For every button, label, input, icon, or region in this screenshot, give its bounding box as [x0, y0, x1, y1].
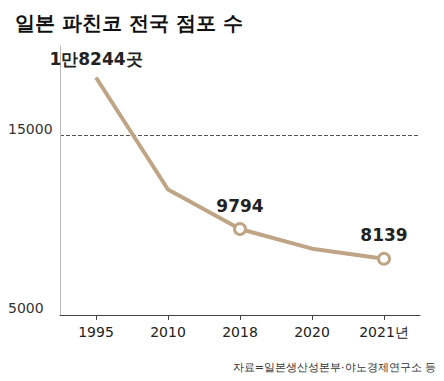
svg-text:5000: 5000 [8, 300, 44, 316]
svg-text:2021년: 2021년 [359, 324, 409, 340]
svg-text:2018: 2018 [222, 324, 258, 340]
svg-text:일본 파친코 전국 점포 수: 일본 파친코 전국 점포 수 [15, 11, 243, 35]
svg-text:15000: 15000 [8, 121, 53, 137]
svg-text:2020: 2020 [294, 324, 330, 340]
svg-text:8139: 8139 [360, 225, 407, 245]
svg-text:1만8244곳: 1만8244곳 [49, 49, 142, 69]
svg-text:자료=일본생산성본부·야노경제연구소 등: 자료=일본생산성본부·야노경제연구소 등 [233, 361, 436, 374]
svg-text:2010: 2010 [150, 324, 186, 340]
svg-text:9794: 9794 [216, 196, 263, 216]
svg-text:1995: 1995 [78, 324, 114, 340]
